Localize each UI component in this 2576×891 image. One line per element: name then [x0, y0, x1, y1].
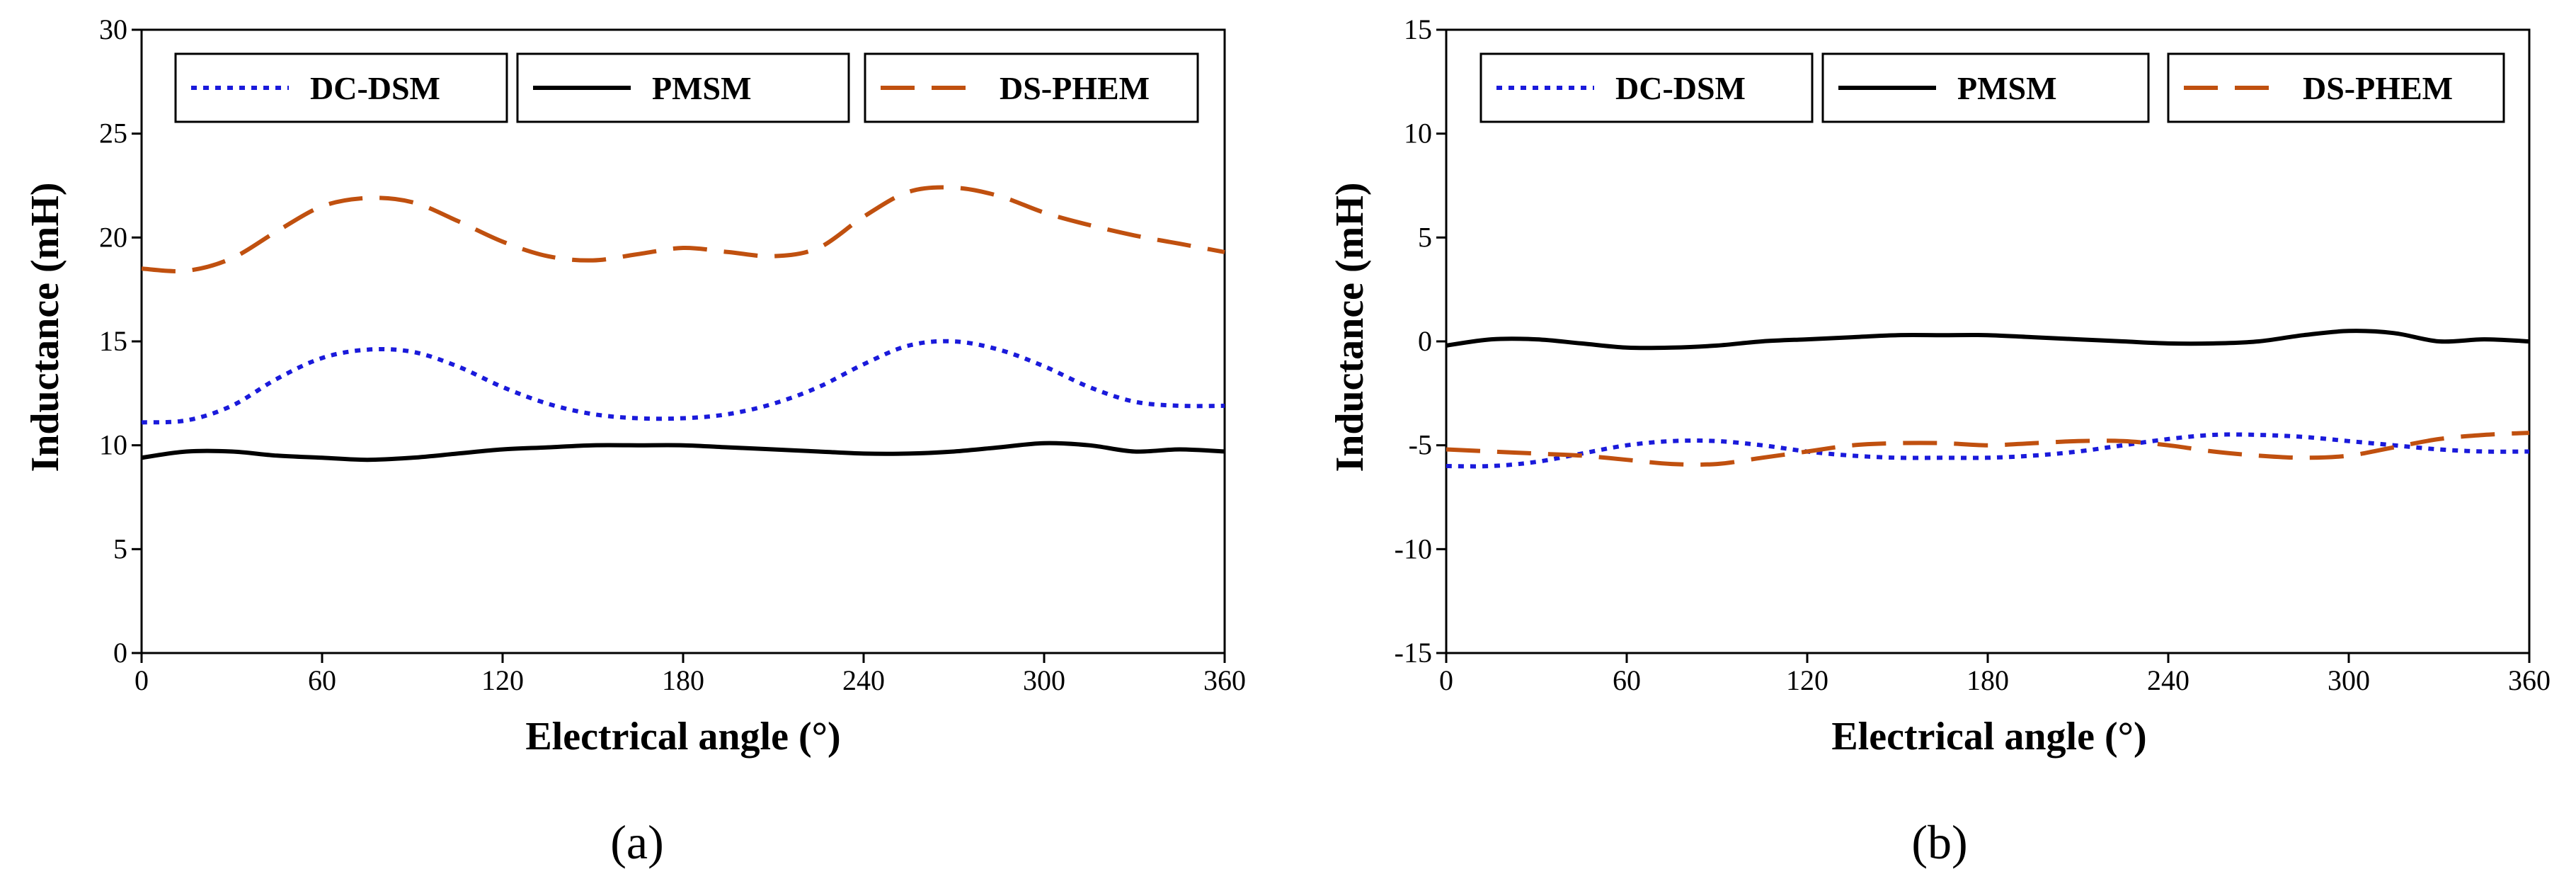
y-tick-label: 10 [1404, 118, 1432, 149]
legend-label-ds-phem: DS-PHEM [2303, 70, 2453, 106]
y-tick-label: 0 [113, 637, 127, 669]
y-axis-title-a: Inductance (mH) [23, 182, 67, 472]
x-tick-label: 180 [1967, 664, 2009, 696]
y-tick-label: 5 [1418, 221, 1432, 253]
y-tick-label: 30 [99, 13, 127, 45]
y-tick-label: -5 [1409, 429, 1432, 461]
plot-frame-b [1445, 28, 2531, 654]
y-axis-title-b: Inductance (mH) [1328, 182, 1372, 472]
series-line-ds-phem [1446, 431, 2530, 467]
x-axis-title-b: Electrical angle (°) [1831, 715, 2146, 759]
legend-box-ds-phem [864, 52, 1199, 123]
y-tick-label: 0 [1418, 325, 1432, 357]
x-tick-label: 240 [2147, 664, 2189, 696]
y-tick-label: -15 [1395, 637, 1432, 669]
series-line-dc-dsm [1446, 432, 2530, 469]
series-line-dc-dsm [141, 339, 1225, 425]
y-tick-label: 15 [1404, 13, 1432, 45]
series-line-ds-phem [141, 185, 1225, 273]
y-tick-label: 10 [99, 429, 127, 461]
x-tick-label: 180 [662, 664, 704, 696]
series-line-pmsm [1446, 329, 2530, 351]
plot-area-b: -15 -10 -5 0 5 10 15 0 60 120 180 240 300 360 DC-DSM PM… [1395, 13, 2551, 696]
legend-label-dc-dsm: DC-DSM [310, 70, 440, 106]
legend-label-dc-dsm: DC-DSM [1615, 70, 1746, 106]
legend-box-ds-phem [2167, 52, 2505, 123]
x-tick-label: 300 [1023, 664, 1065, 696]
legend-label-ds-phem: DS-PHEM [1000, 70, 1150, 106]
plot-frame-a [140, 28, 1226, 654]
y-tick-label: -10 [1395, 533, 1432, 564]
panel-label-b: (b) [1911, 815, 1967, 869]
x-tick-label: 240 [842, 664, 885, 696]
legend-label-pmsm: PMSM [652, 70, 752, 106]
x-tick-label: 300 [2328, 664, 2370, 696]
y-tick-label: 15 [99, 325, 127, 357]
x-tick-label: 360 [2508, 664, 2551, 696]
x-tick-label: 60 [308, 664, 336, 696]
x-tick-label: 120 [1786, 664, 1828, 696]
panel-label-a: (a) [610, 815, 663, 869]
x-tick-label: 0 [134, 664, 149, 696]
y-tick-label: 25 [99, 118, 127, 149]
legend-label-pmsm: PMSM [1957, 70, 2057, 106]
chart-panel-b: -15 -10 -5 0 5 10 15 0 60 120 180 240 300 360 DC-DSM PM… [1328, 13, 2551, 869]
x-axis-title-a: Electrical angle (°) [525, 715, 840, 759]
x-tick-label: 0 [1439, 664, 1453, 696]
series-line-pmsm [141, 441, 1225, 462]
y-tick-label: 20 [99, 221, 127, 253]
x-tick-label: 60 [1613, 664, 1641, 696]
x-tick-label: 120 [481, 664, 524, 696]
x-tick-label: 360 [1203, 664, 1246, 696]
y-tick-label: 5 [113, 533, 127, 564]
